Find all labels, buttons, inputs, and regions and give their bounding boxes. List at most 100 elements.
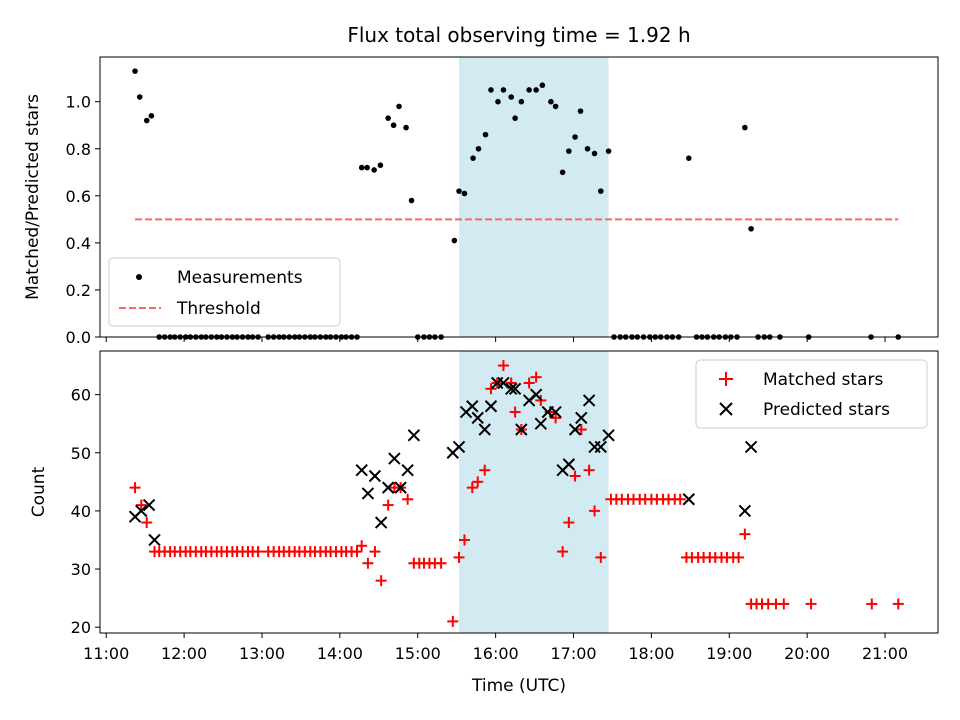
bottom-panel-ylabel: Count bbox=[29, 466, 49, 517]
x-tick-label: 12:00 bbox=[161, 644, 207, 663]
measurement-point bbox=[591, 150, 598, 157]
legend-matched-label: Matched stars bbox=[763, 370, 883, 390]
measurement-point bbox=[597, 188, 604, 194]
top-legend-box bbox=[108, 257, 341, 327]
predicted-star-point bbox=[594, 440, 607, 454]
measurement-point bbox=[451, 237, 458, 244]
predicted-star-point bbox=[602, 429, 615, 442]
measurement-point bbox=[396, 103, 402, 110]
y-tick-label: 50 bbox=[71, 444, 91, 463]
predicted-star-point bbox=[388, 452, 401, 465]
x-tick-label: 13:00 bbox=[239, 644, 285, 663]
measurement-point bbox=[742, 124, 748, 131]
measurement-point bbox=[470, 155, 476, 161]
legend-predicted-marker bbox=[719, 402, 733, 416]
measurement-point bbox=[390, 122, 397, 129]
predicted-star-point bbox=[135, 504, 148, 518]
x-axis-label: Time (UTC) bbox=[471, 676, 566, 696]
y-tick-label: 0.6 bbox=[66, 187, 91, 206]
matched-star-point bbox=[472, 476, 484, 488]
measurement-point bbox=[408, 197, 415, 204]
predicted-star-point bbox=[471, 411, 484, 425]
matched-star-point bbox=[866, 598, 878, 610]
predicted-star-point bbox=[582, 394, 596, 407]
measurement-point bbox=[461, 190, 468, 197]
matched-star-point bbox=[733, 551, 745, 563]
predicted-star-point bbox=[744, 440, 758, 454]
matched-star-point bbox=[453, 551, 465, 563]
predicted-star-point bbox=[497, 376, 510, 390]
measurement-point bbox=[685, 155, 692, 161]
matched-star-point bbox=[583, 464, 595, 476]
measurement-point bbox=[364, 164, 370, 171]
y-tick-label: 0.4 bbox=[66, 234, 91, 253]
measurement-point bbox=[548, 98, 554, 105]
matched-star-point bbox=[674, 493, 686, 505]
predicted-star-point bbox=[407, 429, 421, 442]
matched-star-point bbox=[479, 464, 491, 476]
matched-star-point bbox=[375, 575, 387, 587]
measurement-point bbox=[526, 87, 532, 93]
matched-star-point bbox=[356, 540, 368, 552]
x-tick-label: 20:00 bbox=[784, 644, 830, 663]
measurement-point bbox=[377, 162, 384, 169]
predicted-star-point bbox=[368, 469, 382, 483]
predicted-star-point bbox=[478, 423, 491, 436]
matched-star-point bbox=[485, 383, 497, 395]
bottom-panel-frame bbox=[99, 350, 939, 634]
matched-star-point bbox=[739, 528, 751, 540]
matched-star-point bbox=[563, 517, 575, 529]
matched-star-point bbox=[141, 517, 153, 529]
bottom-panel: 20 30 40 50 60 11:00 12:00 13:00 14:00 15:00 16:0… bbox=[29, 350, 939, 696]
y-tick-label: 30 bbox=[71, 560, 91, 579]
predicted-star-point bbox=[568, 423, 582, 436]
predicted-star-point bbox=[394, 481, 407, 494]
predicted-star-point bbox=[682, 493, 695, 506]
top-panel-frame bbox=[99, 56, 939, 338]
matched-star-point bbox=[569, 470, 581, 482]
x-tick-label: 14:00 bbox=[317, 644, 363, 663]
measurement-point bbox=[748, 225, 754, 232]
top-legend: Measurements Threshold bbox=[108, 257, 341, 327]
measurement-point bbox=[533, 87, 539, 93]
matched-star-point bbox=[595, 551, 607, 563]
measurement-point bbox=[512, 115, 518, 121]
predicted-star-point bbox=[374, 516, 388, 529]
predicted-star-point bbox=[361, 487, 375, 500]
predicted-star-point bbox=[549, 405, 562, 419]
top-panel-span bbox=[459, 57, 609, 337]
y-tick-label: 1.0 bbox=[66, 93, 91, 112]
predicted-star-point bbox=[562, 458, 576, 471]
matched-star-point bbox=[575, 423, 587, 435]
matched-star-point bbox=[402, 493, 414, 505]
x-tick-label: 16:00 bbox=[473, 644, 519, 663]
measurement-point bbox=[577, 108, 584, 114]
matched-star-point bbox=[523, 377, 535, 389]
measurement-point bbox=[605, 148, 612, 154]
chart-title: Flux total observing time = 1.92 h bbox=[347, 23, 690, 47]
measurement-point bbox=[500, 87, 507, 93]
measurement-point bbox=[482, 131, 489, 138]
predicted-star-point bbox=[466, 400, 479, 413]
measurement-point bbox=[132, 68, 138, 74]
legend-threshold-label: Threshold bbox=[176, 299, 261, 319]
matched-star-point bbox=[466, 482, 478, 494]
matched-star-point bbox=[530, 371, 542, 383]
matched-star-point bbox=[778, 598, 790, 610]
x-tick-label: 18:00 bbox=[628, 644, 674, 663]
top-panel-ylabel: Matched/Predicted stars bbox=[23, 94, 43, 300]
legend-measurements-label: Measurements bbox=[177, 268, 303, 288]
matched-star-point bbox=[509, 406, 521, 418]
legend-measurements-marker bbox=[136, 274, 142, 280]
measurement-point bbox=[475, 145, 482, 152]
measurement-point bbox=[403, 124, 409, 131]
measurement-point bbox=[136, 94, 143, 100]
predicted-star-point bbox=[381, 481, 395, 494]
matched-star-point bbox=[447, 615, 459, 627]
measurement-point bbox=[559, 169, 566, 176]
predicted-star-point bbox=[738, 504, 752, 518]
measurement-point bbox=[572, 134, 578, 140]
matched-star-point bbox=[557, 546, 569, 558]
bottom-legend: Matched stars Predicted stars bbox=[695, 359, 928, 429]
